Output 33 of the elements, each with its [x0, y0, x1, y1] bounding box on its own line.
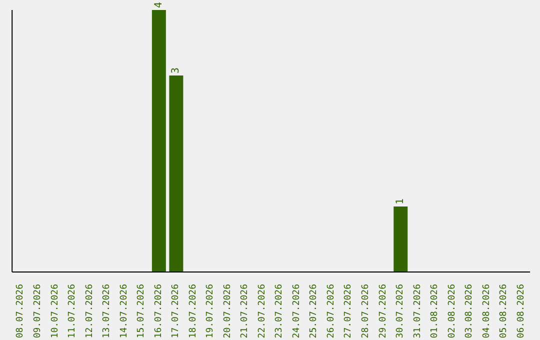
x-tick-label: 13.07.2026: [102, 284, 112, 338]
x-tick-label: 19.07.2026: [206, 284, 216, 338]
x-tick-label: 14.07.2026: [119, 284, 130, 338]
x-tick-label: 22.07.2026: [257, 284, 268, 338]
x-tick-label: 09.07.2026: [32, 284, 43, 338]
data-label: 4: [153, 2, 164, 8]
x-tick-label: 31.07.2026: [412, 284, 423, 338]
x-tick-label: 03.08.2026: [464, 284, 475, 338]
x-tick-label: 06.08.2026: [516, 284, 526, 338]
x-tick-label: 15.07.2026: [136, 284, 147, 338]
data-label: 1: [395, 198, 406, 204]
x-tick-label: 04.08.2026: [482, 284, 492, 338]
x-tick-label: 20.07.2026: [222, 284, 233, 338]
x-tick-label: 23.07.2026: [274, 284, 285, 338]
x-tick-label: 30.07.2026: [396, 284, 406, 338]
data-label: 3: [170, 67, 182, 74]
x-tick-label: 18.07.2026: [188, 284, 198, 338]
x-tick-label: 21.07.2026: [240, 284, 250, 338]
x-tick-label: 11.07.2026: [68, 284, 78, 338]
x-tick-label: 17.07.2026: [171, 284, 182, 338]
x-tick-label: 02.08.2026: [447, 284, 458, 338]
x-tick-label: 10.07.2026: [50, 284, 60, 338]
x-tick-label: 16.07.2026: [154, 284, 164, 338]
x-tick-label: 05.08.2026: [499, 284, 510, 338]
x-tick-label: 29.07.2026: [378, 284, 388, 338]
x-tick-label: 01.08.2026: [430, 284, 440, 338]
x-tick-label: 28.07.2026: [361, 284, 371, 338]
x-tick-label: 24.07.2026: [292, 284, 302, 338]
x-tick-label: 26.07.2026: [326, 284, 336, 338]
x-tick-label: 08.07.2026: [16, 284, 26, 338]
x-tick-label: 12.07.2026: [84, 284, 95, 338]
x-tick-label: 25.07.2026: [309, 284, 320, 338]
x-tick-label: 27.07.2026: [344, 284, 354, 338]
